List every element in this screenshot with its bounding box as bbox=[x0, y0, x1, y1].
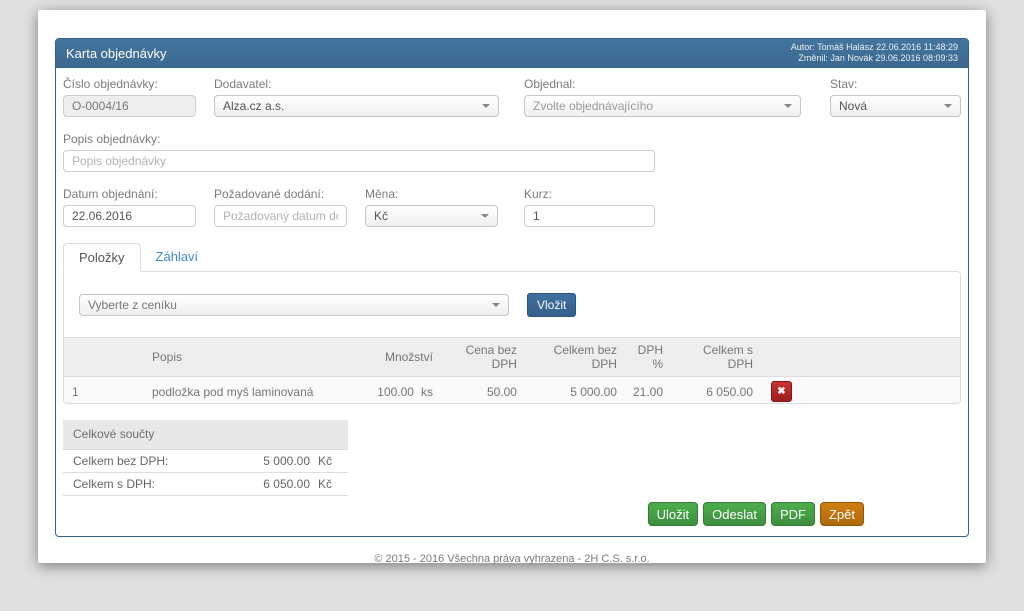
item-vat-percent: 21.00 bbox=[624, 376, 671, 403]
totals-panel: Celkové součty Celkem bez DPH: 5 000.00 … bbox=[63, 420, 348, 496]
delete-item-button[interactable]: ✖ bbox=[771, 381, 792, 402]
description-label: Popis objednávky: bbox=[63, 132, 161, 146]
caret-down-icon bbox=[481, 214, 489, 218]
form-row-1: Číslo objednávky: Dodavatel: Alza.cz a.s… bbox=[63, 78, 961, 117]
order-panel: Karta objednávky Autor: Tomáš Halász 22.… bbox=[55, 38, 969, 537]
order-number-label: Číslo objednávky: bbox=[63, 77, 158, 91]
total-excl-vat-unit: Kč bbox=[318, 454, 333, 468]
items-table: Popis Množství Cena bez DPH Celkem bez D… bbox=[64, 337, 960, 403]
changed-line: Změnil: Jan Novák 29.06.2016 08:09:33 bbox=[798, 53, 958, 63]
description-input[interactable] bbox=[63, 150, 655, 172]
item-actions-cell: ✖ bbox=[761, 376, 960, 403]
rate-group: Kurz: bbox=[524, 188, 655, 227]
pdf-button[interactable]: PDF bbox=[770, 502, 815, 526]
total-excl-vat-value: 5 000.00 bbox=[263, 454, 310, 468]
requested-delivery-label: Požadované dodání: bbox=[214, 187, 325, 201]
caret-down-icon bbox=[784, 104, 792, 108]
caret-down-icon bbox=[482, 104, 490, 108]
orderer-select-value: Zvolte objednávajícího bbox=[533, 99, 654, 113]
supplier-select-value: Alza.cz a.s. bbox=[223, 99, 285, 113]
status-label: Stav: bbox=[830, 77, 858, 91]
currency-select[interactable]: Kč bbox=[365, 205, 498, 227]
status-select-value: Nová bbox=[839, 99, 868, 113]
totals-title: Celkové součty bbox=[63, 420, 348, 450]
item-total-incl-vat: 6 050.00 bbox=[671, 376, 761, 403]
order-number-input bbox=[63, 95, 196, 117]
send-button[interactable]: Odeslat bbox=[703, 502, 766, 526]
description-group: Popis objednávky: bbox=[63, 133, 961, 172]
col-unit-price-header: Cena bez DPH bbox=[440, 337, 525, 377]
orderer-label: Objednal: bbox=[524, 77, 576, 91]
total-incl-vat-row: Celkem s DPH: 6 050.00 Kč bbox=[63, 473, 348, 496]
supplier-group: Dodavatel: Alza.cz a.s. bbox=[214, 78, 499, 117]
col-total-incl-header: Celkem s DPH bbox=[671, 337, 761, 377]
price-list-select-value: Vyberte z ceníku bbox=[88, 298, 177, 312]
save-button[interactable]: Uložit bbox=[647, 502, 699, 526]
items-table-header-row: Popis Množství Cena bez DPH Celkem bez D… bbox=[64, 337, 960, 377]
tab-bar: Položky Záhlaví bbox=[63, 243, 961, 272]
action-buttons: Uložit Odeslat PDF Zpět bbox=[63, 502, 864, 526]
orderer-select[interactable]: Zvolte objednávajícího bbox=[524, 95, 801, 117]
item-qty-unit: ks bbox=[420, 384, 433, 399]
orderer-group: Objednal: Zvolte objednávajícího bbox=[524, 78, 801, 117]
back-button[interactable]: Zpět bbox=[819, 502, 864, 526]
col-total-excl-header: Celkem bez DPH bbox=[524, 337, 625, 377]
caret-down-icon bbox=[492, 303, 500, 307]
item-description: podložka pod myš laminovaná bbox=[144, 376, 331, 403]
requested-delivery-group: Požadované dodání: bbox=[214, 188, 347, 227]
total-incl-vat-value: 6 050.00 bbox=[263, 477, 310, 491]
col-actions-header bbox=[761, 337, 960, 377]
item-num: 1 bbox=[64, 376, 144, 403]
audit-info: Autor: Tomáš Halász 22.06.2016 11:48:29 … bbox=[791, 42, 958, 64]
price-list-picker: Vyberte z ceníku Vložit bbox=[64, 272, 960, 317]
rate-label: Kurz: bbox=[524, 187, 553, 201]
total-excl-vat-row: Celkem bez DPH: 5 000.00 Kč bbox=[63, 450, 348, 473]
items-tab-panel: Vyberte z ceníku Vložit Popis Mn bbox=[63, 271, 961, 404]
total-incl-vat-unit: Kč bbox=[318, 477, 333, 491]
item-row: 1 podložka pod myš laminovaná 100.00 ks 5… bbox=[64, 376, 960, 403]
currency-select-value: Kč bbox=[374, 209, 389, 223]
panel-title: Karta objednávky bbox=[66, 45, 167, 61]
col-num-header bbox=[64, 337, 144, 377]
item-qty-cell: 100.00 ks bbox=[330, 376, 441, 403]
col-description-header: Popis bbox=[144, 337, 331, 377]
tab-zahlavi[interactable]: Záhlaví bbox=[155, 249, 199, 264]
total-excl-vat-label: Celkem bez DPH: bbox=[73, 454, 169, 468]
tab-polozky[interactable]: Položky bbox=[63, 243, 141, 272]
copyright-footer: © 2015 - 2016 Všechna práva vyhrazena - … bbox=[374, 553, 650, 565]
delete-icon: ✖ bbox=[777, 385, 786, 397]
panel-header: Karta objednávky Autor: Tomáš Halász 22.… bbox=[56, 39, 968, 68]
requested-delivery-input[interactable] bbox=[214, 205, 347, 227]
insert-button[interactable]: Vložit bbox=[527, 293, 577, 317]
currency-label: Měna: bbox=[365, 187, 399, 201]
author-line: Autor: Tomáš Halász 22.06.2016 11:48:29 bbox=[790, 42, 958, 52]
caret-down-icon bbox=[944, 104, 952, 108]
col-qty-header: Množství bbox=[330, 337, 441, 377]
supplier-label: Dodavatel: bbox=[214, 77, 272, 91]
rate-input[interactable] bbox=[524, 205, 655, 227]
item-unit-price: 50.00 bbox=[440, 376, 525, 403]
item-qty: 100.00 bbox=[377, 384, 414, 399]
status-group: Stav: Nová bbox=[830, 78, 961, 117]
order-date-input[interactable] bbox=[63, 205, 196, 227]
panel-body: Číslo objednávky: Dodavatel: Alza.cz a.s… bbox=[56, 68, 968, 536]
supplier-select[interactable]: Alza.cz a.s. bbox=[214, 95, 499, 117]
order-number-group: Číslo objednávky: bbox=[63, 78, 196, 117]
col-vat-header: DPH % bbox=[624, 337, 671, 377]
form-row-3: Datum objednání: Požadované dodání: Měna… bbox=[63, 188, 961, 227]
page-card: Karta objednávky Autor: Tomáš Halász 22.… bbox=[38, 10, 986, 565]
price-list-select[interactable]: Vyberte z ceníku bbox=[79, 294, 509, 316]
order-date-group: Datum objednání: bbox=[63, 188, 196, 227]
status-select[interactable]: Nová bbox=[830, 95, 961, 117]
order-date-label: Datum objednání: bbox=[63, 187, 158, 201]
currency-group: Měna: Kč bbox=[365, 188, 498, 227]
item-total-excl-vat: 5 000.00 bbox=[524, 376, 625, 403]
total-incl-vat-label: Celkem s DPH: bbox=[73, 477, 156, 491]
